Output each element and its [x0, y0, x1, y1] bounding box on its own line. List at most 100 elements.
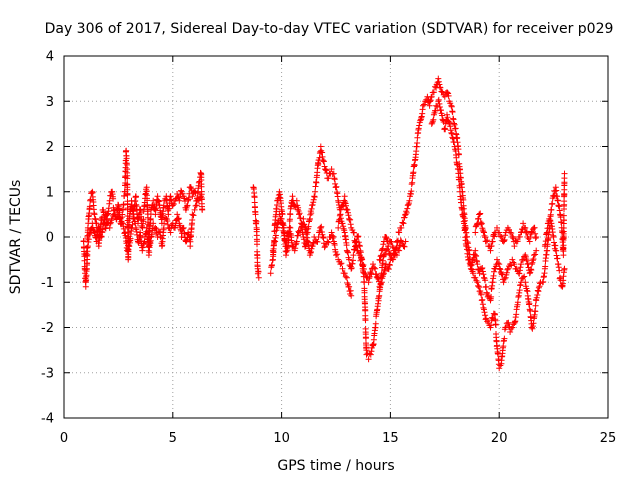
- data-point: [508, 230, 515, 236]
- y-tick-label: 0: [46, 231, 54, 246]
- data-point: [497, 233, 504, 240]
- data-point: [542, 263, 549, 270]
- data-point: [124, 247, 131, 254]
- data-point: [195, 197, 202, 204]
- data-point: [341, 193, 348, 200]
- data-point: [520, 220, 527, 227]
- data-point: [472, 229, 479, 236]
- y-tick-label: 2: [46, 140, 54, 155]
- y-tick-label: -4: [41, 412, 54, 427]
- data-point: [343, 242, 350, 249]
- data-point: [549, 200, 556, 207]
- data-point: [89, 224, 96, 231]
- data-point: [437, 84, 444, 91]
- data-point: [480, 304, 487, 311]
- data-point: [329, 235, 336, 241]
- data-point: [514, 299, 521, 306]
- data-point: [470, 270, 477, 277]
- data-point: [483, 238, 490, 245]
- data-point: [449, 134, 456, 141]
- data-point: [414, 140, 421, 146]
- data-point: [167, 193, 174, 200]
- data-point: [358, 255, 364, 261]
- data-point: [442, 126, 449, 133]
- data-point: [319, 157, 326, 164]
- data-point: [495, 351, 502, 357]
- data-point: [318, 223, 325, 230]
- data-point: [408, 188, 415, 195]
- data-point: [83, 250, 90, 257]
- data-point: [428, 93, 435, 100]
- data-point: [150, 220, 157, 227]
- data-point: [532, 251, 539, 258]
- data-point: [410, 169, 417, 176]
- data-point: [529, 323, 536, 330]
- data-point: [124, 192, 131, 198]
- data-point: [180, 224, 187, 231]
- data-point: [296, 210, 303, 217]
- data-point: [350, 257, 356, 264]
- data-point: [399, 240, 406, 246]
- data-point: [421, 101, 428, 108]
- data-point: [494, 224, 500, 231]
- data-point: [365, 356, 372, 363]
- data-point: [189, 193, 196, 200]
- data-point: [325, 239, 332, 246]
- data-point: [498, 234, 505, 240]
- data-point: [528, 261, 535, 268]
- data-point: [367, 270, 374, 277]
- data-point: [478, 221, 485, 228]
- data-point: [402, 238, 409, 245]
- data-point: [167, 229, 174, 236]
- data-point: [169, 202, 176, 209]
- data-point: [492, 321, 499, 328]
- data-point: [400, 220, 407, 227]
- data-point: [313, 179, 320, 186]
- data-point: [165, 211, 172, 218]
- data-point: [501, 335, 508, 342]
- data-point: [113, 206, 120, 213]
- data-point: [338, 260, 345, 267]
- data-point: [433, 102, 440, 109]
- data-point: [560, 242, 567, 249]
- data-point: [116, 214, 123, 221]
- data-point: [556, 267, 563, 274]
- x-tick-label: 15: [382, 431, 399, 446]
- data-point: [106, 197, 113, 204]
- data-point: [82, 283, 89, 290]
- data-point: [396, 229, 403, 236]
- data-point: [334, 251, 341, 258]
- data-point: [516, 233, 523, 240]
- data-point: [255, 268, 262, 275]
- data-point: [346, 256, 353, 263]
- data-point: [518, 261, 524, 268]
- data-point: [523, 257, 530, 264]
- y-tick-labels: -4 -3 -2 -1 0 1 2 3 4: [41, 50, 54, 427]
- data-point: [344, 248, 351, 255]
- data-point: [108, 215, 115, 222]
- data-point: [526, 300, 533, 307]
- data-point: [386, 261, 393, 268]
- data-point: [489, 314, 496, 321]
- data-point: [379, 246, 386, 253]
- data-point: [484, 237, 491, 244]
- data-point: [314, 238, 321, 245]
- data-point: [371, 264, 378, 271]
- data-point: [362, 317, 369, 324]
- data-point: [189, 217, 196, 223]
- data-point: [324, 238, 331, 245]
- data-point: [406, 197, 413, 204]
- data-point: [395, 237, 401, 244]
- data-point: [287, 211, 294, 218]
- data-point: [445, 92, 452, 99]
- data-point: [513, 265, 520, 272]
- data-point: [118, 219, 125, 226]
- data-point: [276, 188, 283, 195]
- data-points: [80, 75, 568, 372]
- data-point: [560, 212, 567, 219]
- data-point: [522, 279, 529, 286]
- data-point: [140, 216, 147, 223]
- data-point: [411, 162, 418, 169]
- data-point: [501, 275, 508, 282]
- data-point: [286, 224, 293, 231]
